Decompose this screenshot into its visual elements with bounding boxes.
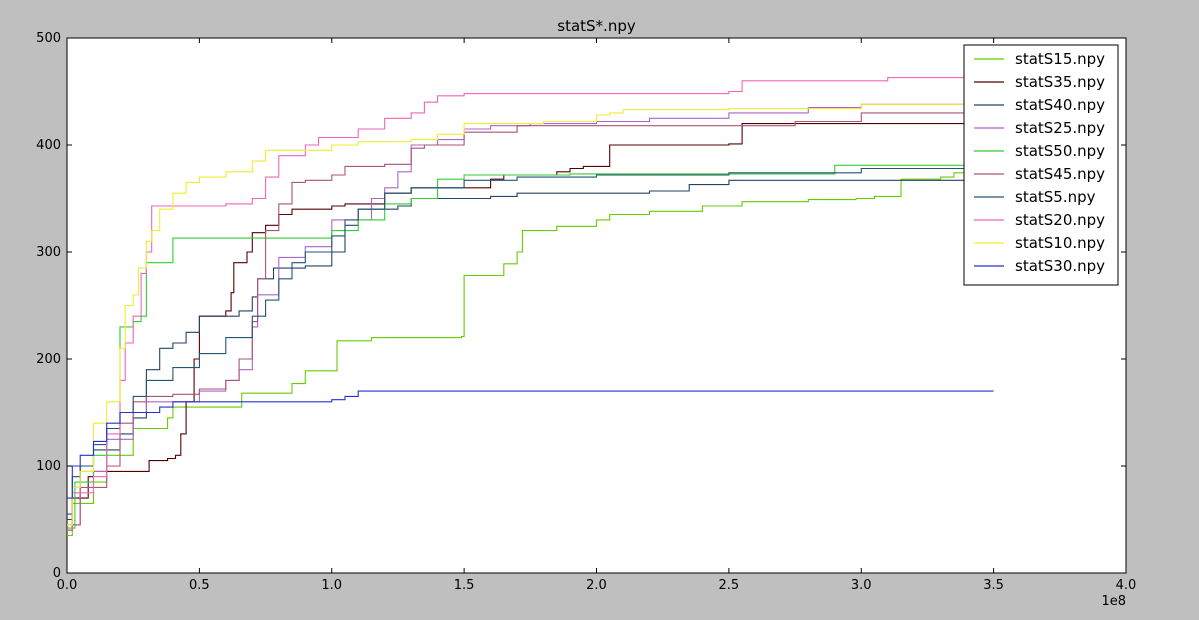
legend-label: statS45.npy bbox=[1015, 165, 1105, 183]
x-axis-offset-label: 1e8 bbox=[1101, 594, 1126, 609]
x-tick-label: 0.0 bbox=[57, 578, 78, 593]
y-tick-label: 500 bbox=[36, 31, 61, 46]
x-tick-label: 3.5 bbox=[983, 578, 1004, 593]
x-tick-label: 2.5 bbox=[719, 578, 740, 593]
series-lines bbox=[67, 77, 995, 537]
x-tick-label: 3.0 bbox=[851, 578, 872, 593]
x-tick-label: 2.0 bbox=[586, 578, 607, 593]
legend-label: statS25.npy bbox=[1015, 119, 1105, 137]
legend-label: statS20.npy bbox=[1015, 211, 1105, 229]
series-line-stats5-npy bbox=[67, 166, 995, 515]
y-tick-label: 300 bbox=[36, 245, 61, 260]
legend-label: statS40.npy bbox=[1015, 96, 1105, 114]
series-line-stats30-npy bbox=[67, 390, 994, 499]
y-tick-label: 0 bbox=[53, 566, 61, 581]
plot-area bbox=[66, 37, 1127, 574]
y-tick-label: 400 bbox=[36, 138, 61, 153]
y-tick-label: 200 bbox=[36, 352, 61, 367]
legend-label: statS10.npy bbox=[1015, 234, 1105, 252]
legend-label: statS15.npy bbox=[1015, 50, 1105, 68]
legend-label: statS5.npy bbox=[1015, 188, 1096, 206]
legend-label: statS35.npy bbox=[1015, 73, 1105, 91]
legend-label: statS50.npy bbox=[1015, 142, 1105, 160]
series-line-stats20-npy bbox=[67, 77, 994, 531]
x-tick-label: 4.0 bbox=[1116, 578, 1137, 593]
legend: statS15.npy statS35.npy statS40.npy statS25… bbox=[963, 44, 1119, 286]
series-line-stats35-npy bbox=[67, 121, 995, 531]
x-tick-label: 1.5 bbox=[454, 578, 475, 593]
chart-title: statS*.npy bbox=[557, 17, 636, 35]
series-line-stats15-npy bbox=[67, 171, 995, 537]
axes: 0.0 0.5 1.0 1.5 2.0 2.5 3.0 3.5 4.0 0 100 200 300 400… bbox=[36, 31, 1136, 593]
series-line-stats45-npy bbox=[67, 107, 995, 526]
y-tick-label: 100 bbox=[36, 459, 61, 474]
legend-box bbox=[963, 44, 1119, 286]
legend-label: statS30.npy bbox=[1015, 257, 1105, 275]
x-tick-label: 0.5 bbox=[189, 578, 210, 593]
series-line-stats10-npy bbox=[67, 102, 995, 526]
x-tick-label: 1.0 bbox=[321, 578, 342, 593]
